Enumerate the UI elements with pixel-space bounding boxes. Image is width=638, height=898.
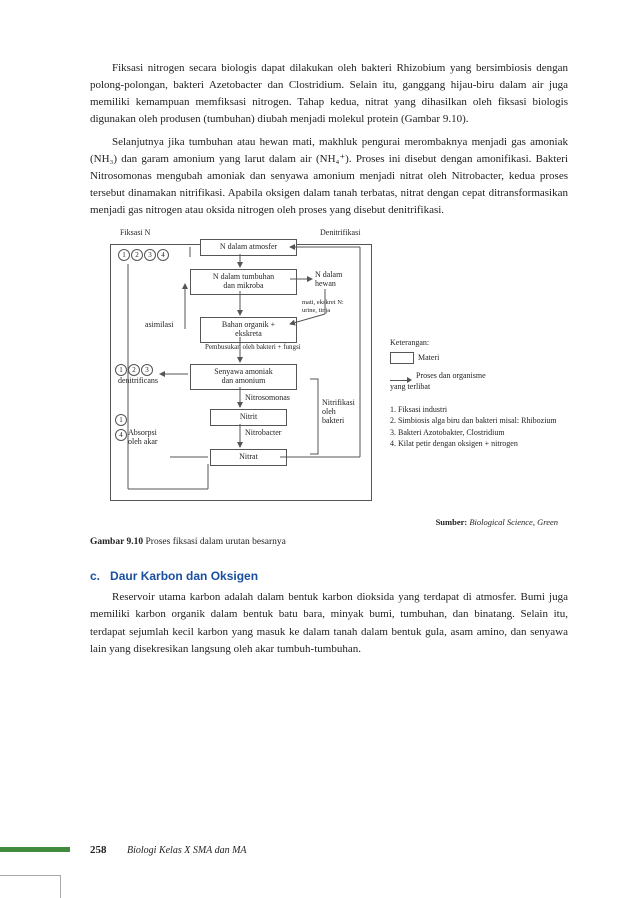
label-nitrobacter: Nitrobacter	[245, 429, 281, 438]
legend-item-4: 4. Kilat petir dengan oksigen + nitrogen	[390, 438, 560, 449]
label-denitrificans: denitrificans	[118, 377, 158, 386]
label-nitrifikasi: Nitrifikasi oleh bakteri	[322, 399, 355, 425]
circle-1-bot: 1	[115, 414, 128, 426]
circle-4-bot: 4	[115, 429, 128, 441]
node-hewan: N dalam hewan	[315, 271, 342, 289]
footer-accent-bar	[0, 847, 70, 852]
label-nitrosomonas: Nitrosomonas	[245, 394, 290, 403]
page-corner-mark	[0, 875, 61, 898]
note-mati: mati, ekskret N: urine, tinja	[302, 299, 344, 313]
node-bahan: Bahan organik + ekskreta	[200, 317, 297, 343]
node-atmosfer: N dalam atmosfer	[200, 239, 297, 256]
paragraph-2: Selanjutnya jika tumbuhan atau hewan mat…	[90, 134, 568, 219]
label-fiksasi: Fiksasi N	[120, 229, 150, 238]
nitrogen-cycle-diagram: Fiksasi N Denitrifikasi 1234 N dalam atm…	[90, 229, 570, 509]
label-absorpsi: Absorpsi oleh akar	[128, 429, 158, 447]
circles-1234-top: 1234	[118, 249, 170, 261]
paragraph-1: Fiksasi nitrogen secara biologis dapat d…	[90, 60, 568, 128]
legend-item-3: 3. Bakteri Azotobakter, Clostridium	[390, 427, 560, 438]
label-pembusukan: Pembusukan oleh bakteri + fungsi	[205, 344, 301, 352]
legend-item-1: 1. Fiksasi industri	[390, 404, 560, 415]
legend-item-2: 2. Simbiosis alga biru dan bakteri misal…	[390, 415, 560, 426]
footer-book-title: Biologi Kelas X SMA dan MA	[127, 845, 247, 856]
circles-123-mid: 123	[115, 364, 154, 376]
figure-caption: Gambar 9.10 Proses fiksasi dalam urutan …	[90, 537, 568, 547]
section-heading-c: c. Daur Karbon dan Oksigen	[90, 569, 568, 583]
page-number: 258	[90, 844, 107, 856]
paragraph-3: Reservoir utama karbon adalah dalam bent…	[90, 589, 568, 657]
node-nitrit: Nitrit	[210, 409, 287, 426]
legend-title: Keterangan:	[390, 337, 560, 348]
legend-materi: Materi	[418, 353, 439, 362]
figure-source: Sumber: Biological Science, Green	[90, 517, 558, 527]
node-senyawa: Senyawa amoniak dan amonium	[190, 364, 297, 390]
node-tumbuhan: N dalam tumbuhan dan mikroba	[190, 269, 297, 295]
label-denitrifikasi: Denitrifikasi	[320, 229, 360, 238]
label-asimilasi: asimilasi	[145, 321, 173, 330]
node-nitrat: Nitrat	[210, 449, 287, 466]
